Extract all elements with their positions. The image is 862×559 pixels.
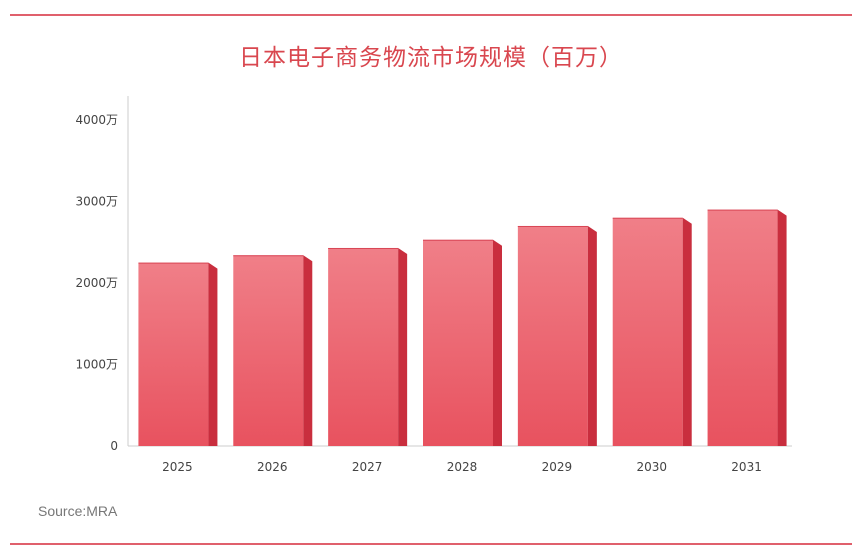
source-label: Source:MRA bbox=[38, 503, 118, 519]
bar-side bbox=[493, 239, 502, 446]
x-tick-label: 2026 bbox=[257, 460, 288, 474]
bar-front bbox=[233, 255, 304, 446]
x-tick-label: 2025 bbox=[162, 460, 193, 474]
bar-side bbox=[398, 247, 408, 446]
bar-side bbox=[682, 217, 692, 446]
x-tick-label: 2029 bbox=[542, 460, 573, 474]
bar-side bbox=[777, 209, 787, 446]
y-tick-label: 4000万 bbox=[75, 113, 118, 127]
x-tick-label: 2028 bbox=[447, 460, 478, 474]
x-tick-label: 2030 bbox=[636, 460, 667, 474]
bar-2029 bbox=[517, 225, 597, 446]
y-tick-label: 0 bbox=[110, 439, 118, 453]
bar-2031 bbox=[707, 209, 787, 446]
x-tick-label: 2031 bbox=[731, 460, 762, 474]
y-tick-label: 1000万 bbox=[75, 358, 118, 372]
bar-front bbox=[423, 239, 493, 446]
bar-2028 bbox=[423, 239, 502, 446]
bottom-rule bbox=[10, 543, 852, 545]
bar-front bbox=[328, 247, 399, 446]
bar-2030 bbox=[612, 217, 692, 446]
bar-front bbox=[517, 225, 588, 446]
bar-2025 bbox=[138, 262, 218, 446]
bar-2027 bbox=[328, 247, 408, 446]
y-tick-label: 3000万 bbox=[75, 195, 118, 209]
chart-title: 日本电子商务物流市场规模（百万） bbox=[239, 45, 623, 71]
bar-front bbox=[707, 209, 778, 446]
bar-side bbox=[303, 255, 313, 446]
bar-side bbox=[587, 225, 597, 446]
bar-side bbox=[208, 262, 218, 446]
bar-2026 bbox=[233, 255, 313, 446]
y-tick-label: 2000万 bbox=[75, 276, 118, 290]
top-rule bbox=[10, 14, 852, 16]
bar-front bbox=[138, 262, 209, 446]
x-tick-label: 2027 bbox=[352, 460, 383, 474]
bar-front bbox=[612, 217, 683, 446]
